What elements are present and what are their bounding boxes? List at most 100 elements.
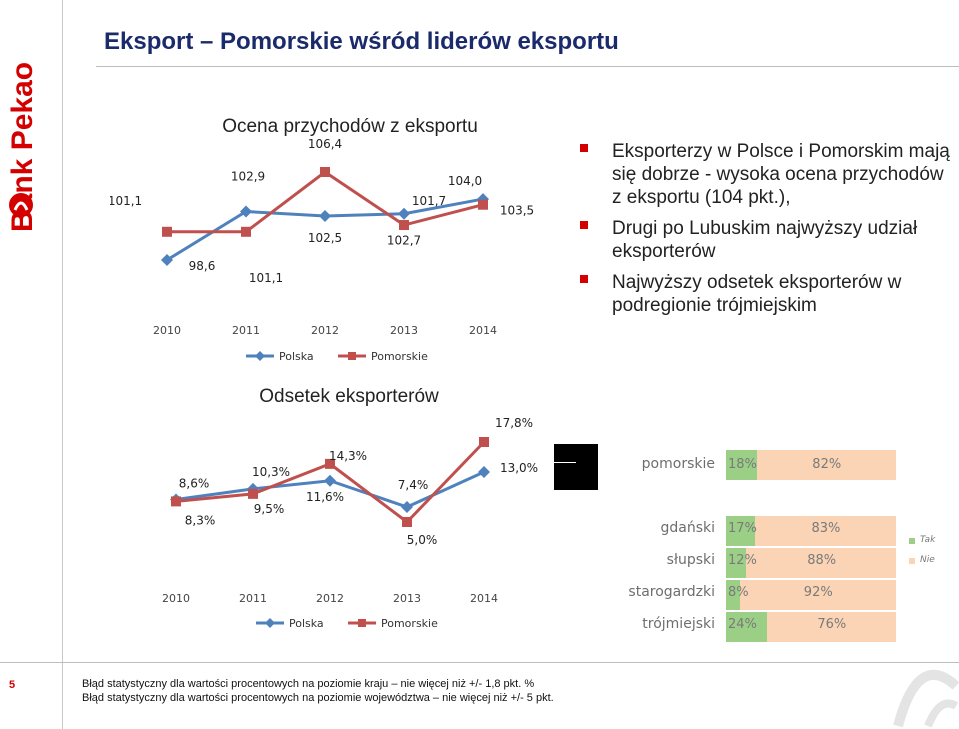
legend-swatch-tak (909, 538, 915, 544)
data-point-polska (324, 474, 336, 487)
subregion-bar-chart: pomorskie 18% 82% gdański 17% 83% słupski 12% 88… (600, 440, 959, 650)
legend-marker-polska (255, 351, 265, 361)
legend-swatch-nie (909, 558, 915, 564)
bar-segment-nie (756, 450, 896, 480)
data-label: 11,6% (306, 490, 344, 504)
exporter-share-chart: Odsetek eksporterów 2010 2011 2012 2013 2014 8… (140, 380, 560, 640)
data-label: 103,5 (500, 204, 534, 218)
revenue-chart-svg: Ocena przychodów z eksportu 2010 2011 2012 2… (108, 116, 534, 363)
legend-marker-polska (265, 618, 275, 628)
data-label: 17,8% (495, 416, 533, 430)
data-point-pomorskie (478, 199, 488, 210)
footnote-1: Błąd statystyczny dla wartości procentow… (82, 678, 535, 690)
legend-marker-pomorskie (348, 352, 356, 360)
x-tick-label: 2010 (153, 324, 181, 337)
bar-segment-nie (754, 516, 896, 546)
data-point-polska (398, 207, 410, 220)
legend-label: Nie (920, 555, 935, 565)
data-point-pomorskie (325, 458, 335, 469)
data-label: 8,3% (185, 513, 216, 527)
data-point-pomorskie (248, 488, 258, 499)
category-label: gdański (660, 520, 715, 536)
revenue-chart: Ocena przychodów z eksportu 2010 2011 2012 2… (108, 92, 550, 372)
bar-value-nie: 88% (807, 553, 837, 568)
brand-sidebar: Bank Pekao (0, 0, 63, 729)
data-label: 101,1 (249, 271, 283, 285)
bar-segment-nie (739, 580, 896, 610)
x-tick-label: 2014 (469, 324, 497, 337)
category-label: trójmiejski (642, 616, 715, 632)
x-tick-label: 2011 (232, 324, 260, 337)
page-title: Eksport – Pomorskie wśród liderów ekspor… (104, 28, 619, 55)
bar-value-nie: 76% (817, 617, 847, 632)
bar-segment-tak (726, 580, 740, 610)
bar-value-tak: 8% (728, 585, 749, 600)
bar-value-tak: 17% (728, 521, 757, 536)
brand-watermark-icon (893, 670, 959, 728)
bar-value-tak: 24% (728, 617, 757, 632)
x-tick-label: 2012 (311, 324, 339, 337)
bar-value-tak: 12% (728, 553, 757, 568)
bar-value-nie: 82% (812, 457, 842, 472)
data-point-polska (240, 205, 252, 218)
legend-label: Polska (279, 350, 314, 363)
chart-title: Odsetek eksporterów (259, 386, 439, 407)
legend-label: Pomorskie (381, 617, 438, 630)
x-tick-label: 2013 (390, 324, 418, 337)
bullet-square-icon (580, 275, 588, 283)
bullet-text: Najwyższy odsetek eksporterów w podregio… (612, 272, 902, 316)
data-label: 10,3% (252, 465, 290, 479)
bar-segment-tak (726, 612, 767, 642)
bar-segment-nie (746, 548, 896, 578)
data-label: 106,4 (308, 137, 342, 151)
bullet-text: Eksporterzy w Polsce i Pomorskim mają si… (612, 141, 950, 208)
series-line-polska (166, 197, 484, 262)
x-tick-label: 2010 (162, 592, 190, 605)
data-label: 7,4% (398, 478, 429, 492)
data-point-pomorskie (171, 496, 181, 507)
table-fragment-line (554, 462, 576, 463)
data-point-pomorskie (320, 167, 330, 177)
legend-label: Tak (920, 535, 936, 545)
bar-segment-tak (726, 516, 755, 546)
bar-value-tak: 18% (728, 457, 757, 472)
x-tick-label: 2013 (393, 592, 421, 605)
footer-divider (0, 662, 959, 663)
page-number: 5 (9, 679, 16, 691)
data-label: 14,3% (329, 449, 367, 463)
data-label: 102,5 (308, 231, 342, 245)
data-point-pomorskie (402, 517, 412, 527)
legend-label: Polska (289, 617, 324, 630)
bullet-square-icon (580, 144, 588, 152)
data-label: 101,1 (110, 194, 142, 208)
bullet-item: Najwyższy odsetek eksporterów w podregio… (580, 271, 950, 317)
data-point-polska (319, 210, 331, 222)
bullet-square-icon (580, 221, 588, 229)
data-point-polska (478, 466, 490, 478)
data-label: 101,7 (412, 194, 446, 208)
data-label: 98,6 (189, 259, 216, 273)
category-label: starogardzki (628, 584, 715, 600)
footnote-2: Błąd statystyczny dla wartości procentow… (82, 692, 554, 704)
data-point-pomorskie (162, 226, 172, 237)
title-divider (96, 66, 959, 67)
bar-segment-nie (766, 612, 896, 642)
x-tick-label: 2011 (239, 592, 267, 605)
legend-marker-pomorskie (358, 619, 366, 627)
data-label: 104,0 (448, 174, 482, 188)
data-label: 13,0% (500, 461, 538, 475)
data-label: 5,0% (407, 533, 438, 547)
bullet-list: Eksporterzy w Polsce i Pomorskim mają si… (580, 140, 950, 325)
bullet-item: Eksporterzy w Polsce i Pomorskim mają si… (580, 140, 950, 209)
data-point-pomorskie (241, 226, 251, 237)
category-label: słupski (666, 552, 715, 568)
bullet-item: Drugi po Lubuskim najwyższy udział ekspo… (580, 217, 950, 263)
bar-value-nie: 92% (803, 585, 833, 600)
bullet-text: Drugi po Lubuskim najwyższy udział ekspo… (612, 218, 918, 262)
bar-segment-tak (726, 450, 757, 480)
x-tick-label: 2012 (316, 592, 344, 605)
category-label: pomorskie (641, 456, 715, 472)
legend-label: Pomorskie (371, 350, 428, 363)
x-tick-label: 2014 (470, 592, 498, 605)
table-fragment (554, 444, 598, 490)
